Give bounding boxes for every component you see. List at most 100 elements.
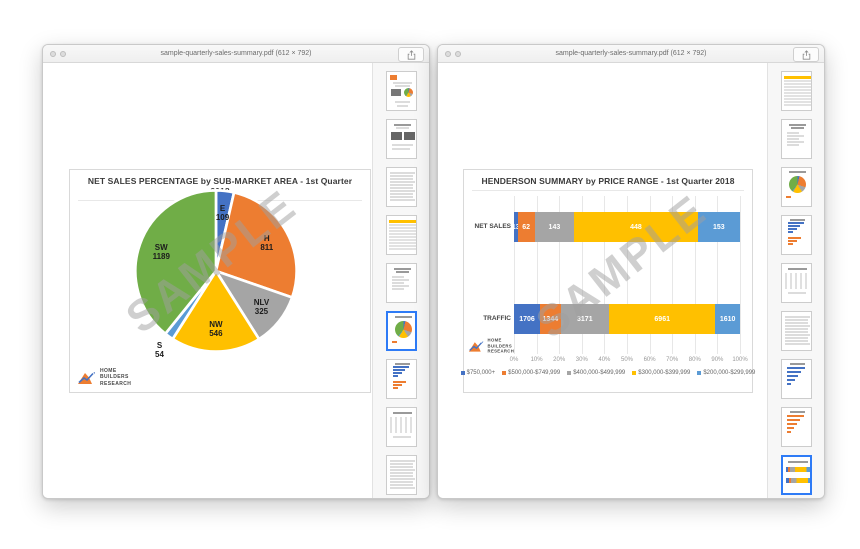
bar-segment: 153: [697, 212, 740, 242]
bar-segment: 1610: [715, 304, 740, 334]
gridline: [559, 196, 561, 354]
x-tick-label: 80%: [688, 357, 701, 363]
page-thumbnail-table[interactable]: [385, 215, 417, 255]
page-thumbnail-pie[interactable]: [385, 311, 417, 351]
legend-item: $300,000-$399,999: [632, 370, 690, 376]
category-label: NET SALES: [474, 223, 511, 230]
legend-item: $500,000-$749,999: [502, 370, 560, 376]
thumbnail-sidebar[interactable]: [767, 63, 824, 498]
window-controls: [445, 50, 461, 57]
pie-slice-label: E 109: [215, 204, 230, 223]
bar-chart-title: HENDERSON SUMMARY by PRICE RANGE - 1st Q…: [472, 176, 744, 191]
bar-segment: 143: [534, 212, 575, 242]
page-thumbnail-table[interactable]: [780, 71, 812, 111]
x-tick-label: 100%: [732, 357, 748, 363]
minimize-button[interactable]: [60, 50, 66, 57]
page-thumbnail-pie[interactable]: [780, 167, 812, 207]
gridline: [717, 196, 719, 354]
bar-chart-frame: HENDERSON SUMMARY by PRICE RANGE - 1st Q…: [460, 169, 755, 393]
page-thumbnail-hbar-orange[interactable]: [780, 407, 812, 447]
x-tick-label: 30%: [575, 357, 588, 363]
pdf-page: HENDERSON SUMMARY by PRICE RANGE - 1st Q…: [438, 63, 767, 498]
logo-line-2: BUILDERS: [487, 343, 513, 349]
x-tick-label: 50%: [620, 357, 634, 363]
page-thumbnail-hbar-blue-orange[interactable]: [780, 215, 812, 255]
logo-line-1: HOME: [487, 338, 502, 344]
page-thumbnail-cover[interactable]: [385, 71, 417, 111]
legend-item: $750,000+: [460, 370, 495, 376]
pie-slice-label: NW 546: [209, 319, 223, 339]
logo-mountain-icon: [468, 341, 484, 352]
gridline: [649, 196, 651, 354]
gridline: [740, 196, 741, 354]
bar-segment: 1706: [514, 304, 541, 334]
minimize-button[interactable]: [455, 50, 461, 57]
legend-swatch: [502, 371, 507, 375]
gridline: [694, 196, 696, 354]
pdf-page: NET SALES PERCENTAGE by SUB-MARKET AREA …: [43, 63, 372, 498]
x-tick-label: 90%: [711, 357, 724, 363]
share-button[interactable]: [398, 47, 424, 62]
legend-item: $200,000-$299,999: [697, 370, 755, 376]
legend-swatch: [460, 371, 465, 375]
gridline: [536, 196, 538, 354]
gridline: [581, 196, 583, 354]
x-tick-label: 70%: [666, 357, 679, 363]
legend-swatch: [697, 371, 702, 375]
gridline: [604, 196, 606, 354]
pie-slice-label: S 54: [155, 340, 164, 359]
window-title: sample-quarterly-sales-summary.pdf (612 …: [160, 50, 312, 57]
preview-window-right: sample-quarterly-sales-summary.pdf (612 …: [437, 44, 825, 499]
x-tick-label: 0%: [509, 357, 519, 363]
page-thumbnail-table-cols[interactable]: [385, 407, 417, 447]
pie-chart-frame: NET SALES PERCENTAGE by SUB-MARKET AREA …: [69, 169, 371, 393]
x-tick-label: 10%: [530, 357, 543, 363]
page-thumbnail-text[interactable]: [780, 311, 812, 351]
gridline: [627, 196, 628, 354]
chart-legend: $750,000+ $500,000-$749,999 $400,000-$499,…: [460, 370, 755, 376]
page-thumbnail-dark-tables[interactable]: [385, 119, 417, 159]
x-tick-label: 20%: [553, 357, 566, 363]
page-thumbnail-text[interactable]: [385, 167, 417, 207]
pie-slice-label: H 811: [260, 233, 274, 252]
stacked-bar: 13 62 143 448 153: [512, 212, 740, 242]
bar-segment: 448: [574, 212, 698, 242]
x-axis-ticks: 0% 10% 20% 30% 40% 50% 60% 70% 80% 90% 100%: [510, 357, 748, 365]
window-controls: [50, 50, 66, 57]
page-thumbnail-hbar-blue[interactable]: [780, 359, 812, 399]
logo-line-3: RESEARCH: [100, 380, 132, 387]
titlebar: sample-quarterly-sales-summary.pdf (612 …: [438, 45, 824, 63]
logo-line-1: HOME: [100, 367, 117, 374]
pie-slice-label: SW 1189: [152, 242, 170, 261]
page-thumbnail-stacked[interactable]: [780, 455, 812, 495]
legend-swatch: [567, 371, 572, 375]
logo-line-2: BUILDERS: [100, 374, 129, 380]
page-thumbnail-table-cols[interactable]: [780, 263, 812, 303]
legend-swatch: [632, 371, 637, 375]
preview-window-left: sample-quarterly-sales-summary.pdf (612 …: [42, 44, 430, 499]
page-thumbnail-text[interactable]: [385, 455, 417, 495]
legend-item: $400,000-$499,999: [567, 370, 625, 376]
gridline: [672, 196, 674, 354]
logo-mountain-icon: [78, 371, 95, 384]
titlebar: sample-quarterly-sales-summary.pdf (612 …: [43, 45, 429, 63]
thumbnail-sidebar[interactable]: [372, 63, 429, 498]
page-thumbnail-hbar-blue-orange[interactable]: [385, 359, 417, 399]
x-tick-label: 60%: [643, 357, 656, 363]
bar-segment: 3171: [560, 304, 610, 334]
page-thumbnail-text-list[interactable]: [385, 263, 417, 303]
close-button[interactable]: [50, 50, 56, 57]
logo-line-3: RESEARCH: [487, 349, 515, 355]
close-button[interactable]: [445, 50, 451, 57]
share-button[interactable]: [793, 47, 819, 62]
share-icon: [407, 49, 415, 60]
page-thumbnail-text-list[interactable]: [780, 119, 812, 159]
home-builders-research-logo: HOME BUILDERS RESEARCH: [468, 338, 514, 355]
bar-segment: 13: [512, 212, 520, 242]
home-builders-research-logo: HOME BUILDERS RESEARCH: [77, 368, 131, 388]
pie-chart: E 109 H 811 NLV 325 NW 546 S 54 SW 1189: [132, 187, 300, 359]
gridline: [514, 196, 515, 354]
bar-segment: 1344: [540, 304, 561, 334]
window-title: sample-quarterly-sales-summary.pdf (612 …: [555, 50, 707, 57]
pie-slice-label: NLV 325: [253, 297, 270, 317]
